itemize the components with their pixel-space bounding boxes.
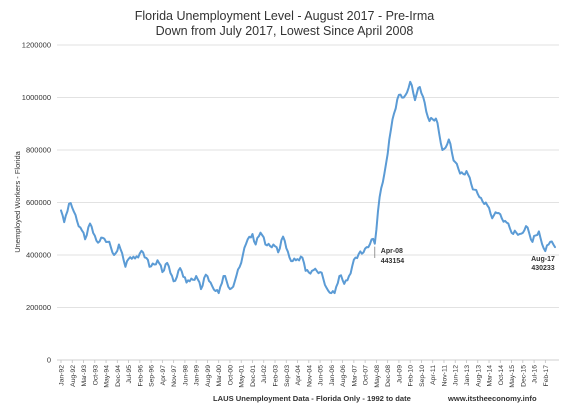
x-axis-footer-label: LAUS Unemployment Data - Florida Only - …: [213, 394, 411, 403]
y-tick-label: 0: [47, 356, 51, 365]
apr-08-annotation-date: Apr-08: [381, 248, 403, 255]
x-tick-label: Aug-92: [70, 365, 77, 387]
x-tick-label: Oct-14: [498, 365, 505, 386]
x-tick-label: Jan-92: [59, 365, 66, 386]
x-tick-label: Feb-03: [273, 365, 280, 387]
x-tick-label: Sep-96: [149, 365, 156, 387]
x-tick-label: Jul-09: [396, 365, 403, 384]
x-tick-label: Feb-10: [408, 365, 415, 387]
x-tick-label: Mar-93: [81, 365, 88, 387]
y-tick-label: 800000: [26, 146, 51, 155]
x-tick-label: Jun-12: [453, 365, 460, 386]
x-tick-label: Dec-08: [385, 365, 392, 387]
y-axis-ticks: 0 200000 400000 600000 800000 1000000 1200000: [22, 41, 51, 365]
y-tick-label: 400000: [26, 251, 51, 260]
x-tick-label: Aug-06: [340, 365, 347, 387]
y-tick-label: 200000: [26, 303, 51, 312]
apr-08-annotation-value: 443154: [381, 258, 404, 265]
gridlines: [57, 44, 559, 308]
x-axis-ticks: Jan-92 Aug-92 Mar-93 Oct-93 May-94 Dec-94 Jul-…: [59, 360, 550, 388]
source-website-label: www.itstheeconomy.info: [447, 394, 537, 403]
x-tick-label: Jan-99: [194, 365, 201, 386]
x-tick-label: Nov-04: [306, 365, 313, 387]
x-tick-label: Feb-96: [137, 365, 144, 387]
annotations: Apr-08 443154 Aug-17 430233: [374, 246, 555, 272]
x-tick-label: Oct-07: [363, 365, 370, 386]
x-tick-label: Dec-15: [520, 365, 527, 387]
x-tick-label: Jul-95: [126, 365, 133, 384]
y-tick-label: 1200000: [22, 41, 51, 50]
chart-title: Florida Unemployment Level - August 2017…: [135, 9, 434, 23]
x-tick-label: Apr-04: [295, 365, 302, 386]
x-tick-label: Jan-13: [464, 365, 471, 386]
unemployment-series-line: [60, 80, 556, 295]
aug-17-annotation-date: Aug-17: [531, 256, 555, 263]
x-tick-label: Jan-06: [329, 365, 336, 386]
x-tick-label: Dec-94: [115, 365, 122, 387]
y-tick-label: 1000000: [22, 93, 51, 102]
x-tick-label: Jul-02: [261, 365, 268, 384]
x-tick-label: Mar-07: [351, 365, 358, 387]
x-tick-label: Dec-01: [250, 365, 257, 387]
y-tick-label: 600000: [26, 198, 51, 207]
chart-subtitle: Down from July 2017, Lowest Since April …: [156, 24, 414, 38]
x-tick-label: Feb-17: [543, 365, 550, 387]
x-tick-label: Aug-13: [475, 365, 482, 387]
x-tick-label: Apr-97: [160, 365, 167, 386]
x-tick-label: Aug-99: [205, 365, 212, 387]
x-tick-label: Nov-97: [171, 365, 178, 387]
x-tick-label: Jun-05: [318, 365, 325, 386]
x-tick-label: May-08: [374, 365, 381, 388]
x-tick-label: Nov-11: [441, 365, 448, 387]
x-tick-label: Mar-00: [216, 365, 223, 387]
x-tick-label: Jul-16: [532, 365, 539, 384]
x-tick-label: May-01: [239, 365, 246, 388]
x-tick-label: Jun-98: [182, 365, 189, 386]
x-tick-label: Oct-93: [92, 365, 99, 386]
y-axis-label: Unemployed Workers - Florida: [13, 150, 22, 252]
x-tick-label: Sep-03: [284, 365, 291, 387]
x-tick-label: May-15: [509, 365, 516, 388]
x-tick-label: Oct-00: [227, 365, 234, 386]
aug-17-annotation-value: 430233: [531, 265, 554, 272]
x-tick-label: Mar-14: [487, 365, 494, 387]
x-tick-label: May-94: [104, 365, 111, 388]
x-tick-label: Sep-10: [419, 365, 426, 387]
x-tick-label: Apr-11: [430, 365, 437, 385]
